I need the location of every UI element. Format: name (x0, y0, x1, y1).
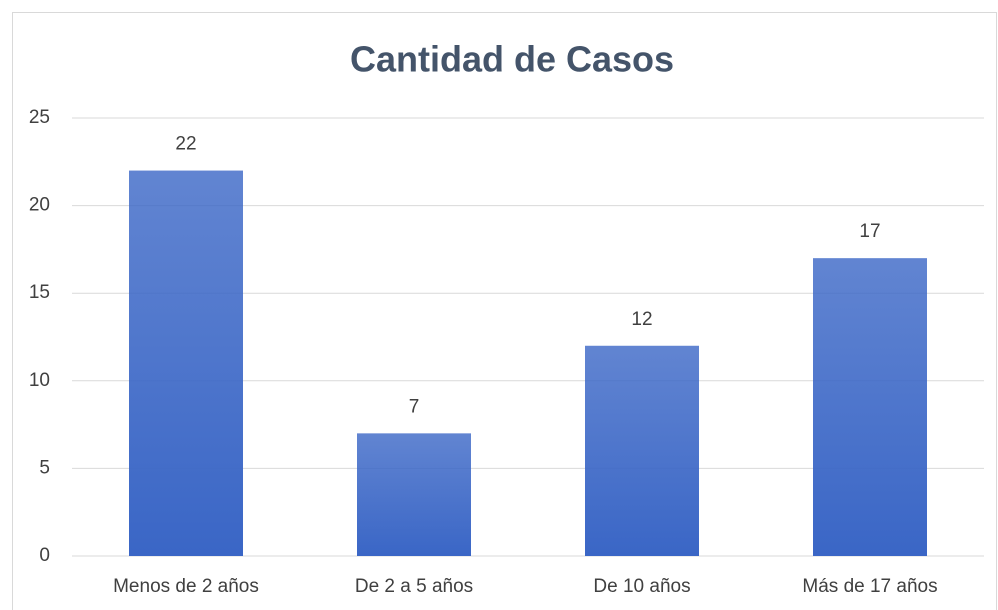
y-tick-label: 5 (39, 457, 50, 478)
bar (585, 345, 699, 556)
data-label: 12 (631, 309, 652, 330)
bar (129, 170, 243, 556)
y-tick-label: 0 (39, 545, 50, 566)
x-tick-label: Menos de 2 años (113, 576, 259, 597)
data-label: 17 (859, 221, 880, 242)
x-tick-label: De 2 a 5 años (355, 576, 473, 597)
bar (813, 258, 927, 556)
data-label: 22 (175, 134, 196, 155)
y-tick-label: 25 (29, 107, 50, 128)
y-tick-label: 15 (29, 282, 50, 303)
chart-title: Cantidad de Casos (350, 39, 674, 80)
x-tick-label: Más de 17 años (802, 576, 937, 597)
y-tick-label: 10 (29, 370, 50, 391)
y-tick-label: 20 (29, 195, 50, 216)
bar (357, 433, 471, 556)
data-label: 7 (409, 396, 420, 417)
x-tick-label: De 10 años (593, 576, 690, 597)
